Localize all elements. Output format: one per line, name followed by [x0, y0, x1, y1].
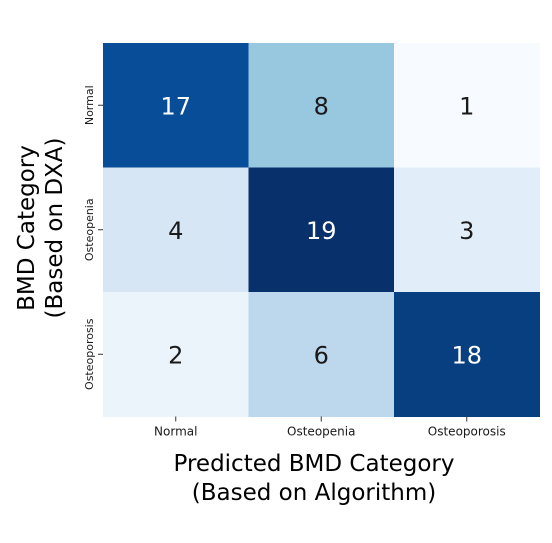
y-tick-label: Osteopenia: [83, 198, 96, 261]
heatmap-cell-value: 2: [168, 341, 183, 369]
x-axis-title-line2: (Based on Algorithm): [192, 480, 436, 506]
x-tick-label: Normal: [154, 425, 197, 439]
heatmap-cell-value: 19: [306, 217, 337, 245]
heatmap-cells: 17 8 1 4 19 3 2 6 18: [103, 43, 540, 417]
heatmap-cell: [103, 43, 249, 168]
y-axis-title-line2: (Based on DXA): [42, 137, 68, 318]
heatmap-cell-value: 6: [314, 341, 329, 369]
x-tick-label: Osteoporosis: [428, 425, 506, 439]
heatmap-cell-value: 17: [160, 92, 191, 120]
y-axis-ticks: Normal Osteopenia Osteoporosis: [83, 85, 103, 390]
heatmap-cell-value: 1: [459, 92, 474, 120]
x-tick-label: Osteopenia: [287, 425, 355, 439]
heatmap-cell: [248, 43, 395, 168]
heatmap-cell: [394, 167, 540, 293]
x-axis-title-line1: Predicted BMD Category: [174, 451, 455, 477]
heatmap-cell: [248, 167, 395, 293]
heatmap-cell: [394, 292, 540, 417]
heatmap-cell-value: 3: [459, 217, 474, 245]
x-axis-ticks: Normal Osteopenia Osteoporosis: [154, 416, 506, 439]
heatmap-cell: [103, 167, 249, 293]
heatmap-cell-value: 8: [314, 92, 329, 120]
heatmap-cell-value: 4: [168, 217, 183, 245]
heatmap-cell: [394, 43, 540, 168]
heatmap-cell: [103, 292, 249, 417]
y-tick-label: Osteoporosis: [83, 318, 96, 390]
y-axis-title-line1: BMD Category: [14, 145, 40, 311]
heatmap-cell-value: 18: [451, 341, 482, 369]
heatmap-cell: [248, 292, 395, 417]
y-tick-label: Normal: [83, 85, 96, 125]
